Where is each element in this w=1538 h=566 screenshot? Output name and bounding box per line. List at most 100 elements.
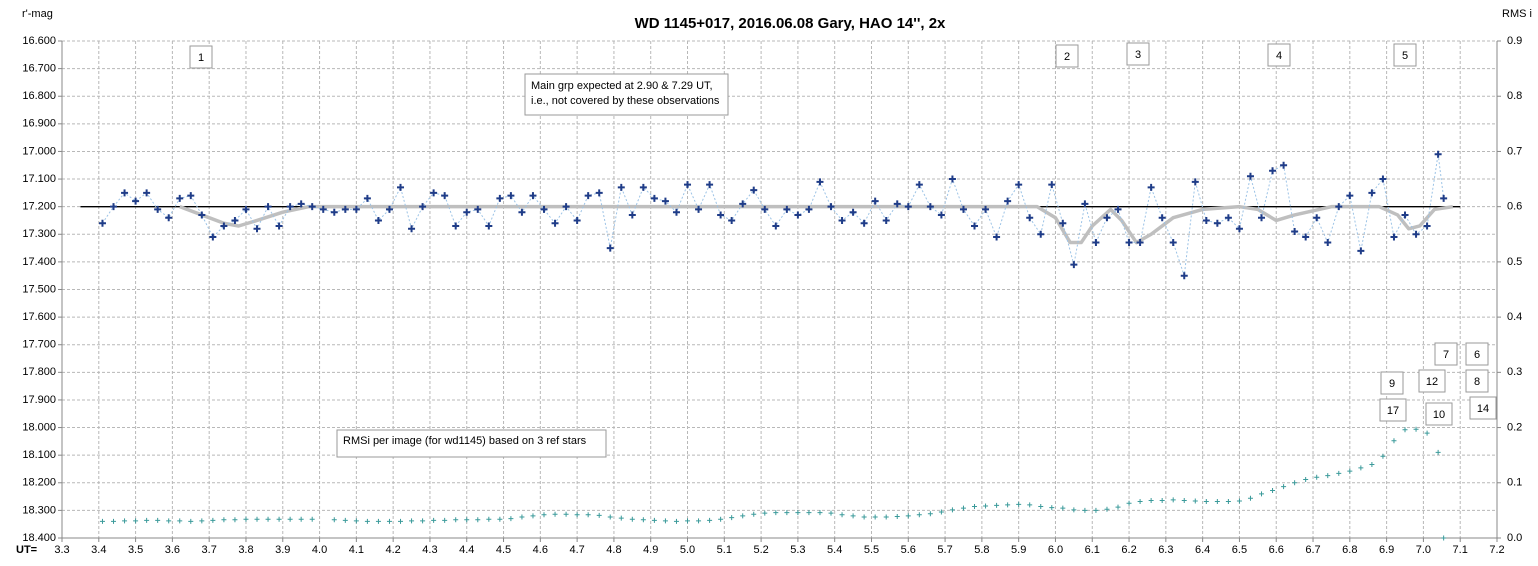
rms-point [596, 512, 602, 518]
data-point [330, 208, 338, 216]
rms-point [938, 509, 944, 515]
rms-point [563, 511, 569, 517]
rms-point [364, 518, 370, 524]
data-point [827, 203, 835, 211]
rms-point [905, 513, 911, 519]
x-tick-label: 4.6 [533, 544, 548, 556]
rms-point [342, 517, 348, 523]
annotation-label: 7 [1443, 349, 1449, 361]
rms-point [795, 510, 801, 516]
data-point [816, 178, 824, 186]
y2-tick-label: 0.0 [1507, 532, 1522, 544]
rms-point [1247, 495, 1253, 501]
x-tick-label: 4.8 [606, 544, 621, 556]
data-point [264, 203, 272, 211]
data-point [562, 203, 570, 211]
y-tick-label: 17.100 [22, 173, 56, 185]
data-point [1180, 272, 1188, 280]
rms-point [232, 517, 238, 523]
rms-point [629, 516, 635, 522]
rms-point [464, 517, 470, 523]
rms-point [894, 513, 900, 519]
x-tick-label: 6.8 [1342, 544, 1357, 556]
annotation-box [1379, 398, 1407, 422]
y-tick-label: 17.900 [22, 394, 56, 406]
y-tick-label: 18.100 [22, 449, 56, 461]
y-tick-label: 17.700 [22, 339, 56, 351]
y2-tick-label: 0.8 [1507, 90, 1522, 102]
data-point [198, 211, 206, 219]
data-point [1103, 214, 1111, 222]
rms-point [519, 514, 525, 520]
x-axis-label: UT= [16, 544, 37, 556]
note-text: i.e., not covered by these observations [531, 95, 720, 107]
annotation-box [1126, 42, 1150, 66]
data-point [993, 233, 1001, 241]
annotation-label: 4 [1276, 50, 1282, 62]
rms-point [386, 518, 392, 524]
x-tick-label: 6.1 [1085, 544, 1100, 556]
rms-point [1214, 499, 1220, 505]
annotation-label: 9 [1389, 378, 1395, 390]
data-point [242, 205, 250, 213]
rms-point [265, 516, 271, 522]
data-point [507, 192, 515, 200]
data-point [1125, 239, 1133, 247]
rms-point [1181, 497, 1187, 503]
rms-point [420, 518, 426, 524]
data-point [661, 197, 669, 205]
annotation-label: 3 [1135, 49, 1141, 61]
rms-point [541, 512, 547, 518]
data-point [1412, 230, 1420, 238]
data-point [485, 222, 493, 230]
data-point [341, 205, 349, 213]
chart-title: WD 1145+017, 2016.06.08 Gary, HAO 14'', … [635, 15, 946, 32]
rms-point [1314, 474, 1320, 480]
y-tick-label: 17.800 [22, 366, 56, 378]
data-point [1423, 222, 1431, 230]
rms-point [1159, 497, 1165, 503]
rms-point [453, 517, 459, 523]
rms-point [409, 518, 415, 524]
rms-point [662, 518, 668, 524]
rms-point [872, 514, 878, 520]
data-point [253, 225, 261, 233]
data-point [772, 222, 780, 230]
data-point [971, 222, 979, 230]
data-point [1037, 230, 1045, 238]
data-point [540, 205, 548, 213]
data-point [882, 216, 890, 224]
data-point [308, 203, 316, 211]
data-point [783, 205, 791, 213]
rms-point [850, 513, 856, 519]
y-tick-label: 18.200 [22, 477, 56, 489]
rms-point [1424, 430, 1430, 436]
rms-point [1441, 535, 1447, 541]
annotation-label: 17 [1387, 405, 1399, 417]
x-tick-label: 4.7 [569, 544, 584, 556]
rms-point [254, 516, 260, 522]
data-point [573, 216, 581, 224]
rms-point [685, 518, 691, 524]
rms-point [751, 511, 757, 517]
rms-point [1225, 499, 1231, 505]
y-tick-label: 16.900 [22, 118, 56, 130]
annotation-label: 8 [1474, 376, 1480, 388]
y-tick-label: 17.600 [22, 311, 56, 323]
data-point [143, 189, 151, 197]
rms-point [1071, 507, 1077, 513]
rms-point [1137, 499, 1143, 505]
data-point [529, 192, 537, 200]
data-point [1092, 239, 1100, 247]
rms-point [486, 516, 492, 522]
data-point [154, 205, 162, 213]
rms-point [651, 517, 657, 523]
x-tick-label: 4.4 [459, 544, 474, 556]
x-tick-label: 6.6 [1269, 544, 1284, 556]
data-point [1258, 214, 1266, 222]
y-tick-label: 18.400 [22, 532, 56, 544]
data-point [684, 181, 692, 189]
data-point [1313, 214, 1321, 222]
x-tick-label: 3.6 [165, 544, 180, 556]
rms-point [1259, 491, 1265, 497]
